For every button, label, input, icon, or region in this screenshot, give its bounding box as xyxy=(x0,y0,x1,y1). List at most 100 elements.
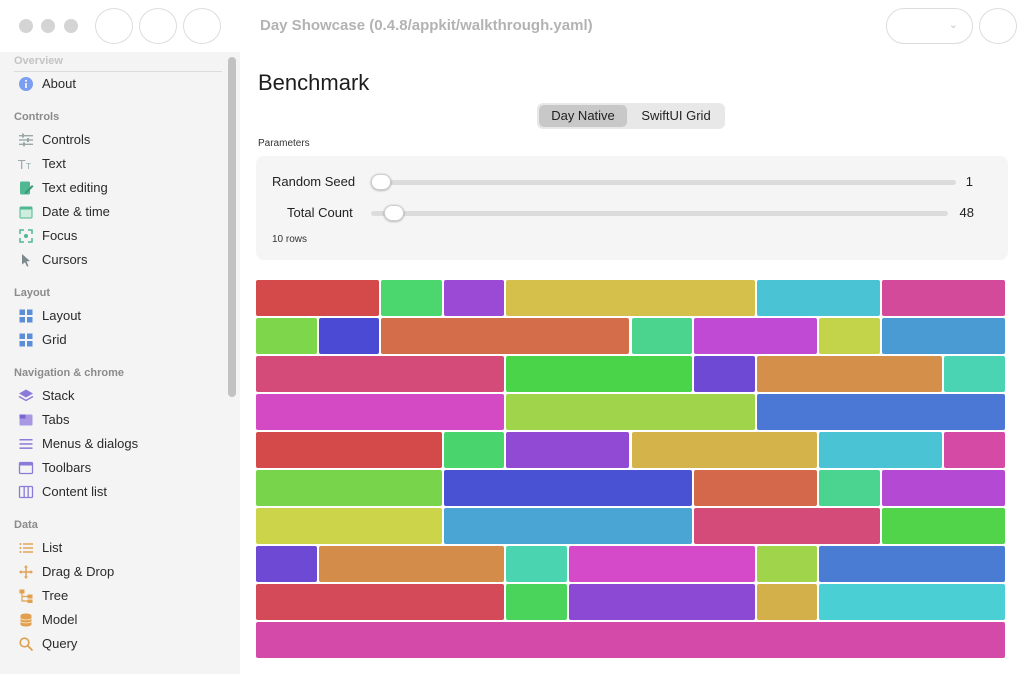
toolbar-menu-button[interactable]: ⌄ xyxy=(886,8,973,44)
segment-swiftui-grid[interactable]: SwiftUI Grid xyxy=(641,108,711,123)
sidebar-item-label: Content list xyxy=(42,484,108,499)
sidebar-section-data: Data xyxy=(14,519,38,531)
grid-cell xyxy=(881,280,1005,316)
sidebar-item-layout[interactable]: Layout xyxy=(0,304,226,328)
grid-cell xyxy=(506,394,755,430)
back-button[interactable] xyxy=(139,8,177,44)
sidebar-item-content-list[interactable]: Content list xyxy=(0,480,226,504)
sidebar-item-label: Text editing xyxy=(42,180,108,195)
move-icon xyxy=(19,565,33,579)
grid-cell xyxy=(256,318,317,354)
toolbar-action-button[interactable] xyxy=(979,8,1017,44)
grid-cell xyxy=(256,432,442,468)
focus-icon xyxy=(19,229,33,243)
segment-day-native[interactable]: Day Native xyxy=(539,105,627,127)
cursor-icon xyxy=(22,254,30,267)
sidebar-item-label: List xyxy=(42,540,63,555)
sidebar-item-query[interactable]: Query xyxy=(0,632,226,656)
sidebar-item-label: Model xyxy=(42,612,78,627)
grid-cell xyxy=(256,394,505,430)
grid-icon xyxy=(19,333,33,347)
sidebar-item-text-editing[interactable]: Text editing xyxy=(0,176,226,200)
total-count-value: 48 xyxy=(959,205,974,220)
sidebar-item-label: Toolbars xyxy=(42,460,92,475)
grid-cell xyxy=(256,280,380,316)
grid-cell xyxy=(506,546,567,582)
grid-cell xyxy=(443,432,505,468)
close-window-button[interactable] xyxy=(19,19,33,33)
sidebar-item-cursors[interactable]: Cursors xyxy=(0,248,226,272)
sidebar-item-about[interactable]: About xyxy=(0,72,226,96)
calendar-icon xyxy=(19,206,33,219)
sidebar-item-model[interactable]: Model xyxy=(0,608,226,632)
sidebar-item-tree[interactable]: Tree xyxy=(0,584,226,608)
columns-icon xyxy=(18,485,34,499)
grid-cell xyxy=(694,356,755,392)
grid-cell xyxy=(256,508,442,544)
random-seed-slider-track[interactable] xyxy=(371,180,956,185)
grid-cell xyxy=(631,318,693,354)
sidebar-item-stack[interactable]: Stack xyxy=(0,384,226,408)
tabs-icon xyxy=(19,414,33,426)
grid-cell xyxy=(381,318,630,354)
sidebar-item-controls[interactable]: Controls xyxy=(0,128,226,152)
sidebar-item-date-time[interactable]: Date & time xyxy=(0,200,226,224)
grid-cell xyxy=(256,470,442,506)
random-seed-slider-knob[interactable] xyxy=(371,174,391,190)
grid-cell xyxy=(381,280,442,316)
zoom-window-button[interactable] xyxy=(64,19,78,33)
benchmark-grid xyxy=(256,280,1007,658)
sidebar-item-grid[interactable]: Grid xyxy=(0,328,226,352)
sidebar-item-toolbars[interactable]: Toolbars xyxy=(0,456,226,480)
sidebar-item-label: Query xyxy=(42,636,78,651)
sidebar-toggle-button[interactable] xyxy=(95,8,133,44)
layout-grid-icon xyxy=(19,309,33,323)
sidebar-item-drag-drop[interactable]: Drag & Drop xyxy=(0,560,226,584)
sidebar-item-focus[interactable]: Focus xyxy=(0,224,226,248)
grid-cell xyxy=(256,356,505,392)
grid-cell xyxy=(318,546,505,582)
grid-cell xyxy=(694,470,818,506)
sidebar-item-label: Layout xyxy=(42,308,82,323)
sidebar-item-label: Drag & Drop xyxy=(42,564,115,579)
sidebar-item-list[interactable]: List xyxy=(0,536,226,560)
total-count-slider-knob[interactable] xyxy=(384,205,404,221)
grid-cell xyxy=(568,584,755,620)
sidebar-item-label: Controls xyxy=(42,132,91,147)
minimize-window-button[interactable] xyxy=(41,19,55,33)
sidebar-item-tabs[interactable]: Tabs xyxy=(0,408,226,432)
sidebar-item-menus-dialogs[interactable]: Menus & dialogs xyxy=(0,432,226,456)
grid-cell xyxy=(631,432,818,468)
sidebar-item-label: Stack xyxy=(42,388,75,403)
grid-cell xyxy=(256,584,505,620)
forward-button[interactable] xyxy=(183,8,221,44)
sidebar-section-layout: Layout xyxy=(14,287,51,299)
svg-text:T: T xyxy=(18,158,26,172)
grid-cell xyxy=(944,432,1005,468)
grid-cell xyxy=(318,318,380,354)
grid-cell xyxy=(256,622,1005,658)
sidebar-item-label: Date & time xyxy=(42,204,110,219)
sidebar-item-label: Text xyxy=(42,156,66,171)
sidebar-divider xyxy=(14,71,222,72)
grid-cell xyxy=(756,394,1005,430)
grid-cell xyxy=(568,546,755,582)
random-seed-label: Random Seed xyxy=(272,174,356,189)
grid-cell xyxy=(506,356,693,392)
sidebar-section-overview: Overview xyxy=(14,55,63,67)
random-seed-value: 1 xyxy=(965,174,973,189)
total-count-slider-track[interactable] xyxy=(371,211,948,216)
grid-cell xyxy=(881,318,1005,354)
grid-cell xyxy=(506,280,755,316)
grid-cell xyxy=(819,432,943,468)
grid-cell xyxy=(819,470,880,506)
sidebar-scrollbar-thumb[interactable] xyxy=(228,57,236,397)
grid-cell xyxy=(881,470,1005,506)
sidebar-item-label: Cursors xyxy=(42,252,88,267)
tree-icon xyxy=(19,589,33,603)
stack-icon xyxy=(18,389,34,402)
